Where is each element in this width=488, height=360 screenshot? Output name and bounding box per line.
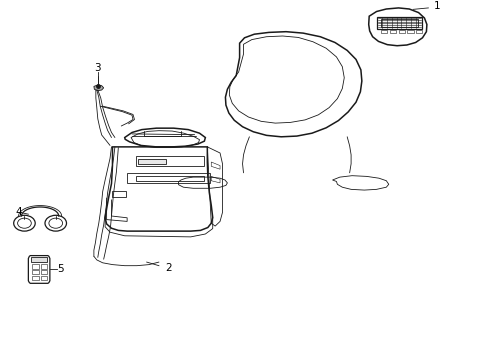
Text: 3: 3 <box>94 63 101 73</box>
Polygon shape <box>31 257 47 262</box>
Text: 1: 1 <box>433 1 440 12</box>
Polygon shape <box>380 19 417 27</box>
Polygon shape <box>94 85 103 91</box>
Text: 4: 4 <box>15 207 22 217</box>
Polygon shape <box>138 159 166 164</box>
Text: 2: 2 <box>165 263 172 273</box>
Text: 5: 5 <box>57 264 64 274</box>
